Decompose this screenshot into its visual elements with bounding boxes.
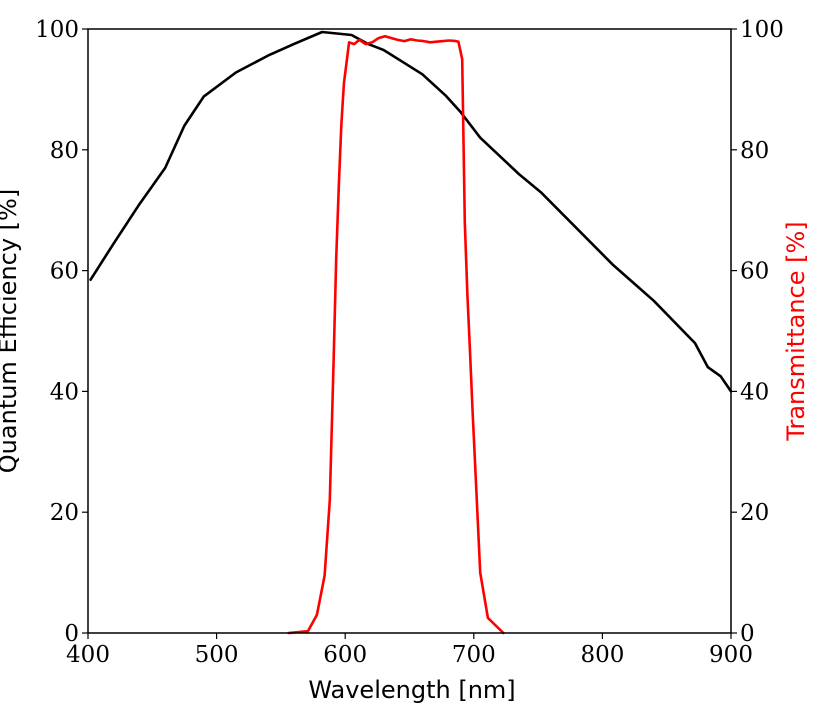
- y-axis-right-title: Transmittance [%]: [782, 221, 810, 441]
- x-tick-label: 400: [66, 642, 110, 668]
- y-right-tick-label: 0: [740, 621, 755, 647]
- x-axis-title: Wavelength [nm]: [308, 676, 515, 704]
- y-axis-left: 0 20 40 60 80 100: [35, 17, 88, 647]
- x-tick-label: 500: [195, 642, 239, 668]
- series-layer: [89, 30, 733, 635]
- plot-frame: [87, 28, 732, 634]
- y-left-tick-label: 20: [50, 500, 79, 526]
- x-axis: 400 500 600 700 800 900: [66, 633, 753, 668]
- x-tick-label: 600: [323, 642, 367, 668]
- y-left-tick-label: 80: [50, 138, 79, 164]
- y-right-tick-label: 20: [740, 500, 769, 526]
- series-line-quantum-efficiency: [89, 30, 733, 393]
- x-tick-label: 900: [709, 642, 753, 668]
- x-tick-label: 800: [580, 642, 624, 668]
- y-axis-right: 0 20 40 60 80 100: [731, 17, 784, 647]
- y-left-tick-label: 100: [35, 17, 79, 43]
- plot-area: [87, 28, 733, 635]
- y-axis-left-title: Quantum Efficiency [%]: [0, 189, 22, 473]
- x-tick-label: 700: [452, 642, 496, 668]
- y-right-tick-label: 100: [740, 17, 784, 43]
- y-right-tick-label: 60: [740, 259, 769, 285]
- y-left-tick-label: 0: [64, 621, 79, 647]
- series-line-transmittance: [287, 34, 505, 635]
- y-left-tick-label: 40: [50, 379, 79, 405]
- y-left-tick-label: 60: [50, 259, 79, 285]
- y-right-tick-label: 80: [740, 138, 769, 164]
- y-right-tick-label: 40: [740, 379, 769, 405]
